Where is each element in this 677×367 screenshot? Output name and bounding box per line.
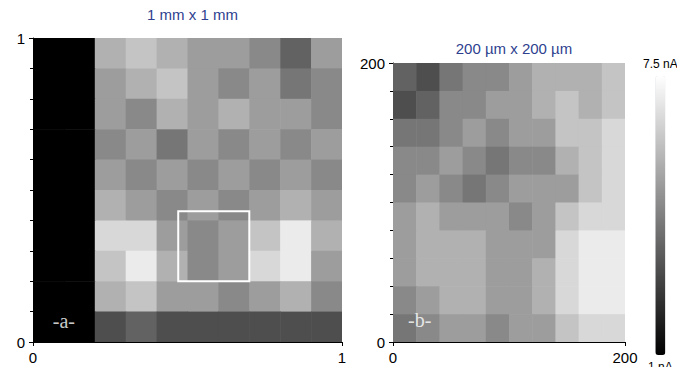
svg-text:-b-: -b- [408,309,431,331]
svg-text:1 nA: 1 nA [648,360,673,367]
svg-text:0: 0 [389,349,397,366]
svg-text:200: 200 [360,55,385,72]
svg-text:0: 0 [377,334,385,351]
svg-text:0: 0 [17,334,25,351]
svg-text:1: 1 [17,30,25,47]
svg-text:1 mm x 1 mm: 1 mm x 1 mm [147,6,238,23]
svg-text:200: 200 [612,349,637,366]
svg-text:1: 1 [338,349,346,366]
svg-text:7.5 nA: 7.5 nA [643,57,677,71]
svg-text:-a-: -a- [53,310,75,332]
svg-text:200 µm x 200 µm: 200 µm x 200 µm [456,40,573,57]
svg-text:0: 0 [29,349,37,366]
